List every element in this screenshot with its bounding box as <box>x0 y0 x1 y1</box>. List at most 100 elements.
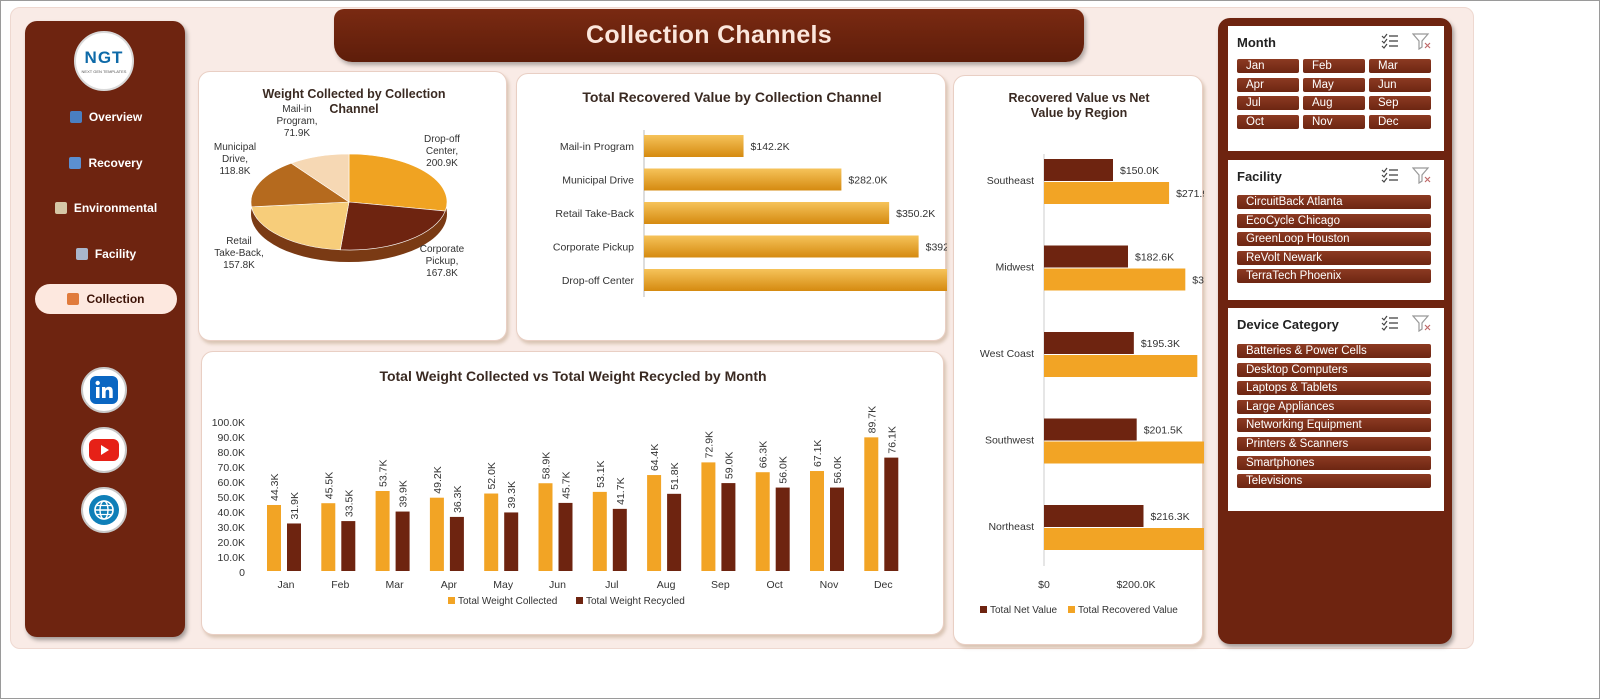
bag-icon <box>67 293 80 305</box>
device-chip-networking-equipment[interactable]: Networking Equipment <box>1237 418 1431 433</box>
monthly-value-label: 53.7K <box>378 460 390 487</box>
device-chip-batteries-power-cells[interactable]: Batteries & Power Cells <box>1237 344 1431 358</box>
monthly-value-label: 31.9K <box>289 492 301 519</box>
month-chip-oct[interactable]: Oct <box>1237 114 1299 129</box>
nav-item-facility[interactable]: Facility <box>35 239 177 269</box>
monthly-bar-total-weight-collected-sep <box>701 462 716 571</box>
multi-select-icon[interactable] <box>1380 166 1400 184</box>
device-chip-smartphones[interactable]: Smartphones <box>1237 455 1431 470</box>
pie-label-line: 167.8K <box>426 268 458 279</box>
youtube-icon[interactable] <box>81 427 127 473</box>
hbar-category-label: Mail-in Program <box>560 141 634 153</box>
region-x-tick: $200.0K <box>1116 579 1155 591</box>
device-chip-laptops-tablets[interactable]: Laptops & Tablets <box>1237 381 1431 396</box>
device-chip-printers-scanners[interactable]: Printers & Scanners <box>1237 437 1431 451</box>
region-value-label: $216.3K <box>1150 511 1189 523</box>
nav-item-label: Environmental <box>73 201 158 215</box>
recovered-value-card: Total Recovered Value by Collection Chan… <box>516 73 1019 341</box>
device-slicer-title: Device Category <box>1237 317 1339 332</box>
hbar-value-label: $392.3K <box>926 242 947 254</box>
monthly-value-label: 51.8K <box>669 462 681 489</box>
legend-swatch-total-weight-collected <box>448 597 455 604</box>
pie-data-label-retail-take-back: Retail Take-Back, 157.8K <box>214 236 263 271</box>
globe-icon[interactable] <box>81 487 127 533</box>
monthly-x-label: Sep <box>711 579 730 591</box>
region-bar-total-recovered-value-west-coast <box>1044 355 1198 377</box>
monthly-bar-total-weight-collected-nov <box>810 471 824 571</box>
pie-slice-drop-off-center <box>348 153 448 212</box>
multi-select-icon[interactable] <box>1380 32 1400 50</box>
logo-text: NGT <box>84 48 124 67</box>
pie-label-line: 157.8K <box>223 260 255 271</box>
monthly-bar-total-weight-collected-jan <box>267 504 281 571</box>
region-bar-total-net-value-southeast <box>1044 159 1113 181</box>
month-chip-apr[interactable]: Apr <box>1237 77 1299 92</box>
month-chip-jun[interactable]: Jun <box>1369 77 1431 92</box>
month-chip-mar[interactable]: Mar <box>1369 59 1431 73</box>
region-category-label: Southwest <box>985 435 1034 447</box>
monthly-value-label: 67.1K <box>812 440 824 467</box>
slicer-panel: Month Jan Feb Mar Apr May Jun Jul Aug Sep Oct Nov D… <box>1218 18 1452 644</box>
facility-chip-terratech-phoenix[interactable]: TerraTech Phoenix <box>1237 269 1431 284</box>
monthly-bar-total-weight-recycled-aug <box>667 493 682 571</box>
monthly-value-label: 59.0K <box>723 452 735 479</box>
month-chip-jan[interactable]: Jan <box>1237 59 1299 73</box>
region-value-label: $150.0K <box>1120 165 1159 177</box>
monthly-bar-total-weight-collected-oct <box>755 472 770 571</box>
facility-chip-circuitback-atlanta[interactable]: CircuitBack Atlanta <box>1237 195 1431 209</box>
clear-filter-icon[interactable] <box>1412 32 1432 50</box>
month-chip-aug[interactable]: Aug <box>1303 96 1365 110</box>
clear-filter-icon[interactable] <box>1412 166 1432 184</box>
pie-label-line: Program, <box>276 116 317 127</box>
pie-label-line: Drive, <box>222 154 248 165</box>
device-chip-televisions[interactable]: Televisions <box>1237 474 1431 489</box>
month-chip-nov[interactable]: Nov <box>1303 114 1365 129</box>
monthly-y-tick: 10.0K <box>218 552 245 564</box>
pie-label-line: Pickup, <box>426 256 459 267</box>
facility-chip-greenloop-houston[interactable]: GreenLoop Houston <box>1237 232 1431 247</box>
monthly-bar-total-weight-recycled-dec <box>884 457 899 571</box>
hbar-bar-drop-off-center <box>644 269 973 291</box>
hbar-bar-municipal-drive <box>644 168 842 191</box>
monthly-bar-total-weight-recycled-sep <box>721 483 736 571</box>
multi-select-icon[interactable] <box>1380 314 1400 332</box>
month-slicer-title: Month <box>1237 35 1276 50</box>
month-chip-may[interactable]: May <box>1303 77 1365 92</box>
region-category-label: Midwest <box>995 262 1034 274</box>
region-value-label: $271.9K <box>1176 188 1204 200</box>
hbar-category-label: Municipal Drive <box>562 175 634 187</box>
monthly-x-label: Nov <box>820 579 839 591</box>
month-chip-jul[interactable]: Jul <box>1237 96 1299 110</box>
facility-chip-ecocycle-chicago[interactable]: EcoCycle Chicago <box>1237 213 1431 228</box>
device-chip-large-appliances[interactable]: Large Appliances <box>1237 399 1431 414</box>
linkedin-icon[interactable] <box>81 367 127 413</box>
monthly-bar-total-weight-recycled-apr <box>449 516 464 571</box>
month-chip-dec[interactable]: Dec <box>1369 114 1431 129</box>
monthly-bar-total-weight-recycled-may <box>504 512 519 571</box>
monthly-value-label: 33.5K <box>343 490 355 517</box>
nav-item-overview[interactable]: Overview <box>35 102 177 132</box>
monthly-x-label: Aug <box>657 579 676 591</box>
line-chart-icon <box>69 157 82 169</box>
facility-chip-revolt-newark[interactable]: ReVolt Newark <box>1237 250 1431 265</box>
nav-item-label: Recovery <box>88 156 143 170</box>
pie-label-line: 200.9K <box>426 158 458 169</box>
region-x-tick: $0 <box>1038 579 1050 591</box>
monthly-value-label: 72.9K <box>703 431 715 458</box>
nav-item-environmental[interactable]: Environmental <box>35 193 177 223</box>
monthly-value-label: 44.3K <box>269 474 281 501</box>
region-value-label: $182.6K <box>1135 252 1174 264</box>
nav-item-collection[interactable]: Collection <box>35 284 177 314</box>
device-chip-desktop-computers[interactable]: Desktop Computers <box>1237 362 1431 377</box>
month-chip-sep[interactable]: Sep <box>1369 96 1431 110</box>
pie-label-line: 118.8K <box>220 166 251 177</box>
pie-label-line: Corporate <box>420 244 465 255</box>
clear-filter-icon[interactable] <box>1412 314 1432 332</box>
monthly-x-label: Apr <box>441 579 458 591</box>
monthly-bar-total-weight-recycled-mar <box>395 511 410 571</box>
region-value-label: $195.3K <box>1141 338 1180 350</box>
nav-item-recovery[interactable]: Recovery <box>35 148 177 178</box>
month-chip-feb[interactable]: Feb <box>1303 59 1365 73</box>
monthly-value-label: 64.4K <box>649 444 661 471</box>
monthly-value-label: 49.2K <box>432 466 444 493</box>
